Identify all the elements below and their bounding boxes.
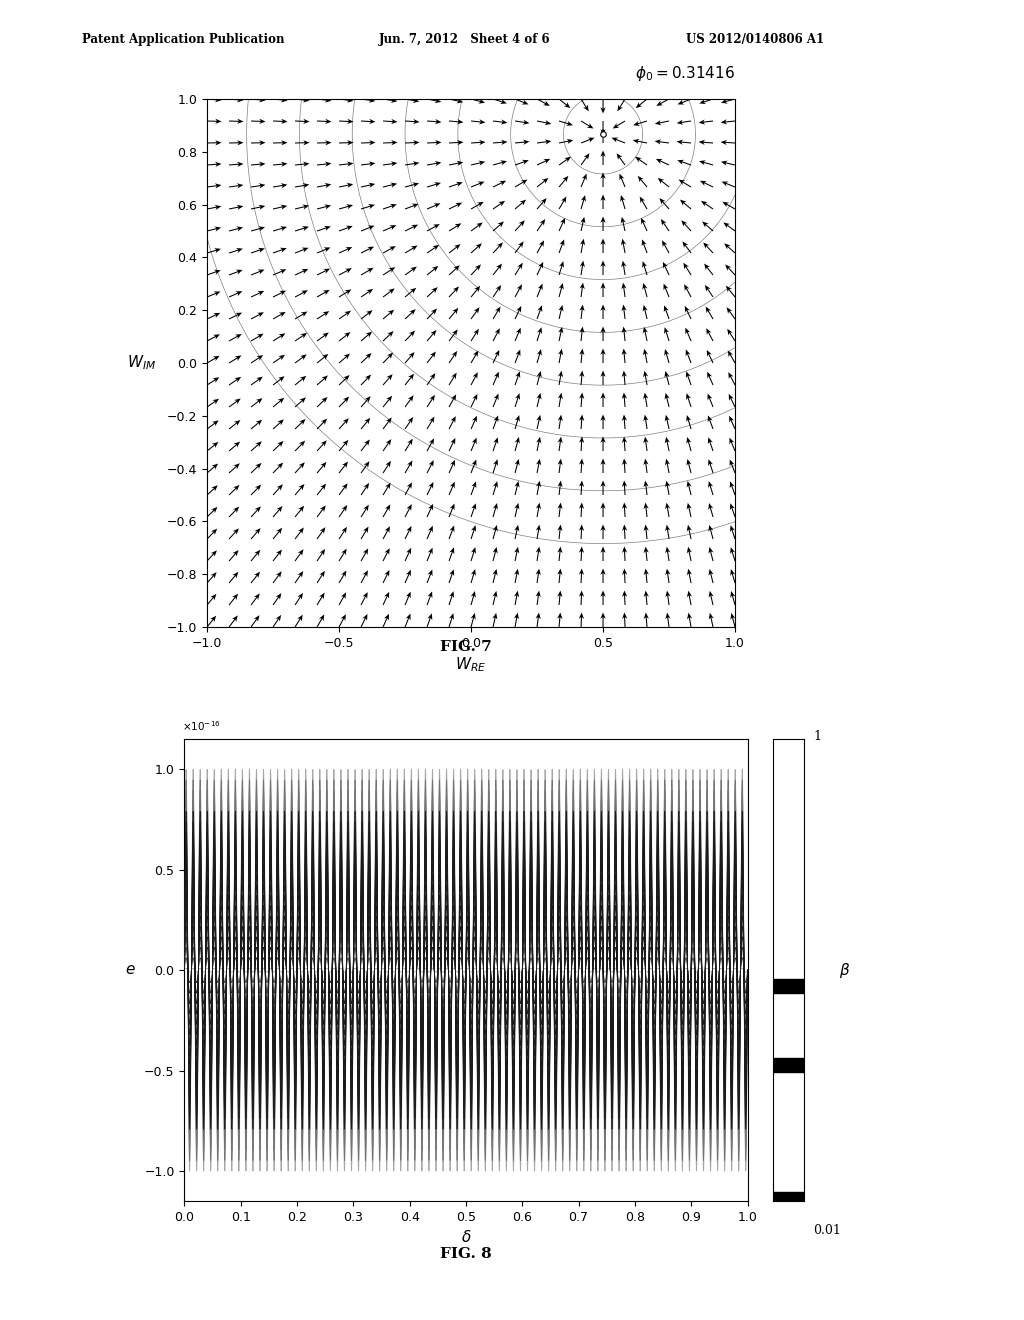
Text: 0.01: 0.01 [813, 1225, 841, 1237]
Y-axis label: $W_{IM}$: $W_{IM}$ [127, 354, 157, 372]
Text: 1: 1 [813, 730, 821, 743]
Text: $\phi_0=0.31416$: $\phi_0=0.31416$ [635, 65, 735, 83]
Text: $\beta$: $\beta$ [839, 961, 851, 979]
Y-axis label: $e$: $e$ [125, 964, 135, 977]
X-axis label: $W_{RE}$: $W_{RE}$ [456, 655, 486, 675]
Text: FIG. 8: FIG. 8 [440, 1247, 492, 1262]
Text: FIG. 7: FIG. 7 [440, 640, 492, 655]
Text: Jun. 7, 2012   Sheet 4 of 6: Jun. 7, 2012 Sheet 4 of 6 [379, 33, 551, 46]
Text: Patent Application Publication: Patent Application Publication [82, 33, 285, 46]
Text: $\times 10^{-16}$: $\times 10^{-16}$ [181, 719, 220, 733]
Text: US 2012/0140806 A1: US 2012/0140806 A1 [686, 33, 824, 46]
X-axis label: $\delta$: $\delta$ [461, 1229, 471, 1246]
